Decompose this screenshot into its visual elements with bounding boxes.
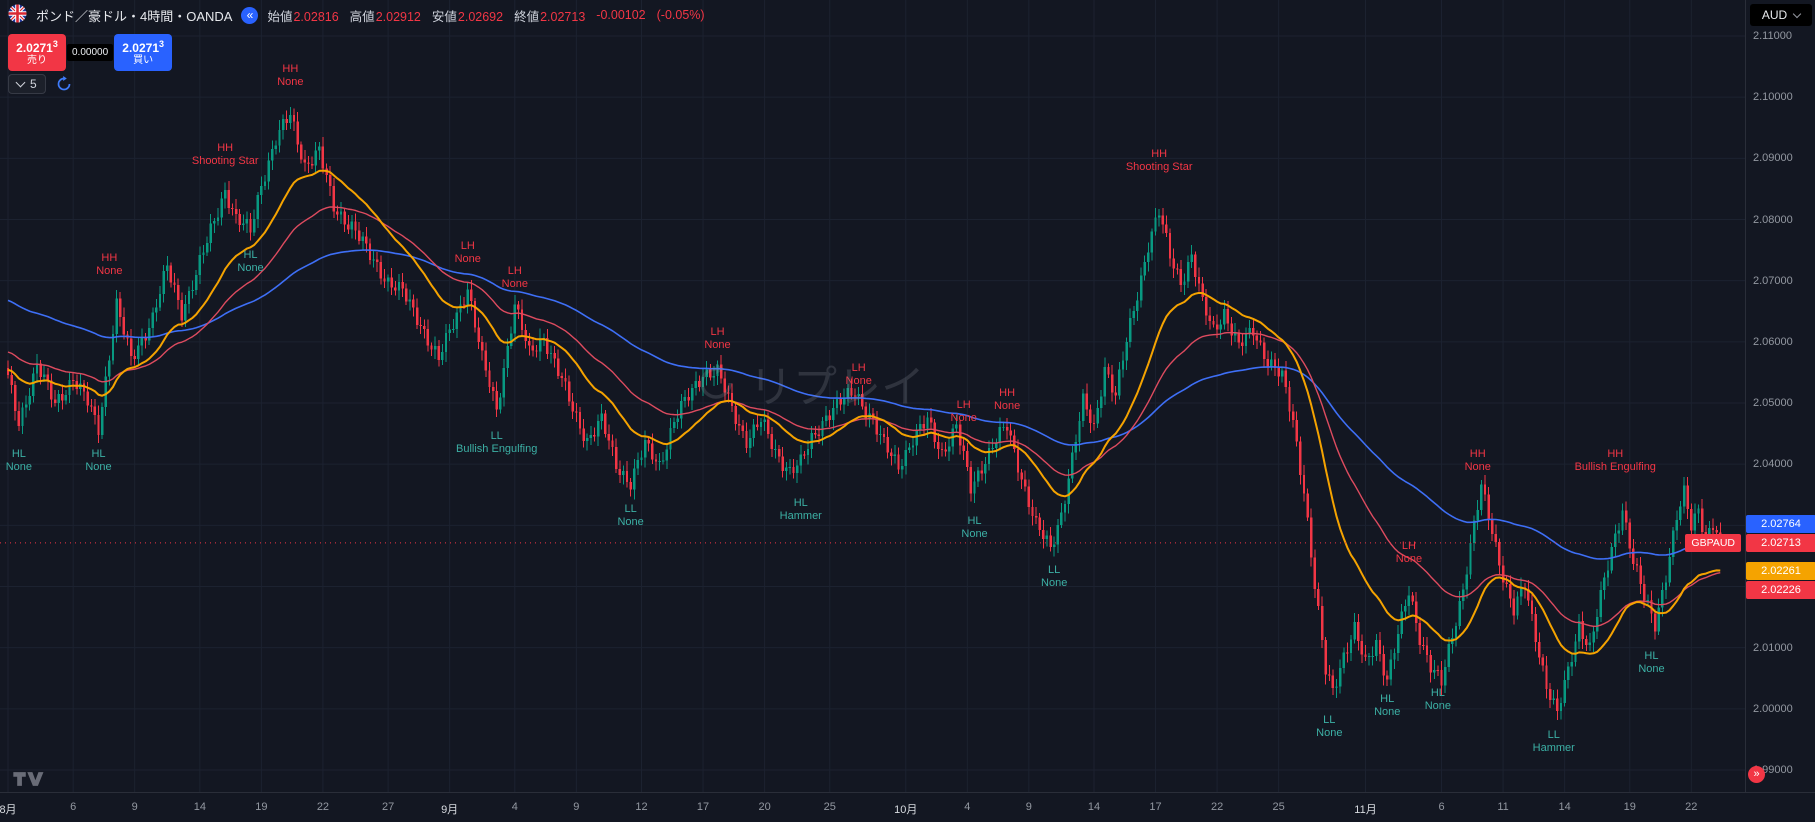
high-label: 高値 [349,9,375,24]
close-label: 終値 [514,9,540,24]
time-tick: 9 [573,801,580,813]
time-tick: 10月 [894,804,918,816]
time-tick: 25 [823,801,836,813]
price-label-last-price: 2.02713 [1746,533,1815,552]
price-label-ma-mid: 2.02226 [1746,580,1815,599]
time-tick: 8月 [0,804,17,816]
time-tick: 14 [1558,801,1571,813]
change-percent: (-0.05%) [656,8,705,22]
time-tick: 22 [316,801,330,813]
candlestick-chart [0,0,1745,792]
time-axis[interactable]: 8月 6 9 14 19 22 27 9月 4 9 12 17 20 25 10月 4 9 14 17 22 25 11月… [0,792,1815,822]
price-tick: 2.05000 [1753,397,1793,409]
close-value: 2.02713 [540,9,586,24]
price-tick: 2.00000 [1753,702,1793,715]
price-tick: 2.10000 [1753,91,1793,104]
price-tick: 2.01000 [1753,641,1793,654]
ohlc-close: 終値2.02713 [514,6,585,25]
time-tick: 11 [1497,801,1509,813]
ohlc-high: 高値2.02912 [350,6,421,25]
time-tick: 17 [696,801,710,813]
price-label-ma-slow: 2.02764 [1746,514,1815,533]
bar-count-dropdown[interactable]: 5 [8,74,46,94]
price-tick: 2.06000 [1753,335,1793,348]
time-tick: 14 [193,801,206,813]
price-tick: 2.04000 [1753,458,1793,471]
time-tick: 22 [1685,801,1698,813]
chevron-down-icon [15,77,26,88]
sell-label: 売り [27,55,47,66]
time-tick: 19 [1623,801,1636,813]
time-tick: 11月 [1354,804,1377,816]
time-tick: 9月 [441,804,459,816]
ohlc-low: 安値2.02692 [432,6,503,25]
chevron-down-icon [1792,9,1802,18]
buy-button[interactable]: 2.02713 買い [114,34,173,71]
time-tick: 4 [964,801,971,813]
symbol-title[interactable]: ポンド／豪ドル・4時間・OANDA [36,8,233,24]
sell-price-sup: 3 [52,39,58,49]
open-value: 2.02816 [293,9,339,24]
open-label: 始値 [267,9,293,24]
legend-bar: ポンド／豪ドル・4時間・OANDA « 始値2.02816 高値2.02912 … [0,0,713,30]
time-tick: 17 [1149,801,1162,813]
tradingview-logo[interactable] [12,769,46,794]
bar-count-value: 5 [30,77,37,91]
price-label-ma-fast: 2.02261 [1746,561,1815,580]
ohlc-open: 始値2.02816 [267,6,338,25]
symbol-price-tag: GBPAUD [1685,533,1741,552]
currency-label: AUD [1761,8,1788,22]
time-tick: 4 [511,801,518,813]
price-tick: 2.07000 [1753,274,1793,287]
trade-panel: 2.02713 売り 0.00000 2.02713 買い [8,34,173,71]
sell-price: 2.0271 [16,41,53,55]
time-tick: 9 [131,801,138,813]
time-tick: 22 [1210,801,1224,813]
time-tick: 6 [70,801,77,813]
time-tick: 9 [1025,801,1032,813]
price-tick: 2.11000 [1753,30,1792,42]
go-to-realtime-icon[interactable]: » [1748,766,1765,783]
buy-price: 2.0271 [122,41,159,55]
time-tick: 20 [758,801,771,813]
price-tick: 2.08000 [1753,213,1793,226]
buy-price-sup: 3 [159,39,165,49]
replay-controls: 5 [8,74,72,94]
low-label: 安値 [431,9,457,24]
buy-label: 買い [133,55,154,66]
low-value: 2.02692 [457,9,504,24]
time-tick: 19 [255,801,268,813]
spread-value: 0.00000 [67,44,114,61]
currency-button[interactable]: AUD [1750,4,1812,26]
restart-replay-icon[interactable] [56,76,72,92]
change-value: -0.00102 [596,8,646,22]
time-tick: 6 [1438,801,1445,813]
price-tick: 2.09000 [1753,152,1793,165]
time-tick: 12 [635,801,648,813]
high-value: 2.02912 [375,9,421,24]
ohlc-legend: 始値2.02816 高値2.02912 安値2.02692 終値2.02713 … [267,6,704,25]
price-axis[interactable]: AUD 2.11000 2.10000 2.09000 2.08000 2.07000 2… [1745,0,1815,792]
time-tick: 14 [1087,801,1101,813]
time-tick: 25 [1272,801,1285,813]
symbol-icon[interactable] [8,4,27,26]
time-tick: 27 [381,801,395,813]
sell-button[interactable]: 2.02713 売り [8,34,66,71]
chart-plot-area[interactable]: HL None HL None HH None HH Shooting Star HL None H… [0,0,1745,792]
collapse-icon[interactable]: « [241,6,259,24]
